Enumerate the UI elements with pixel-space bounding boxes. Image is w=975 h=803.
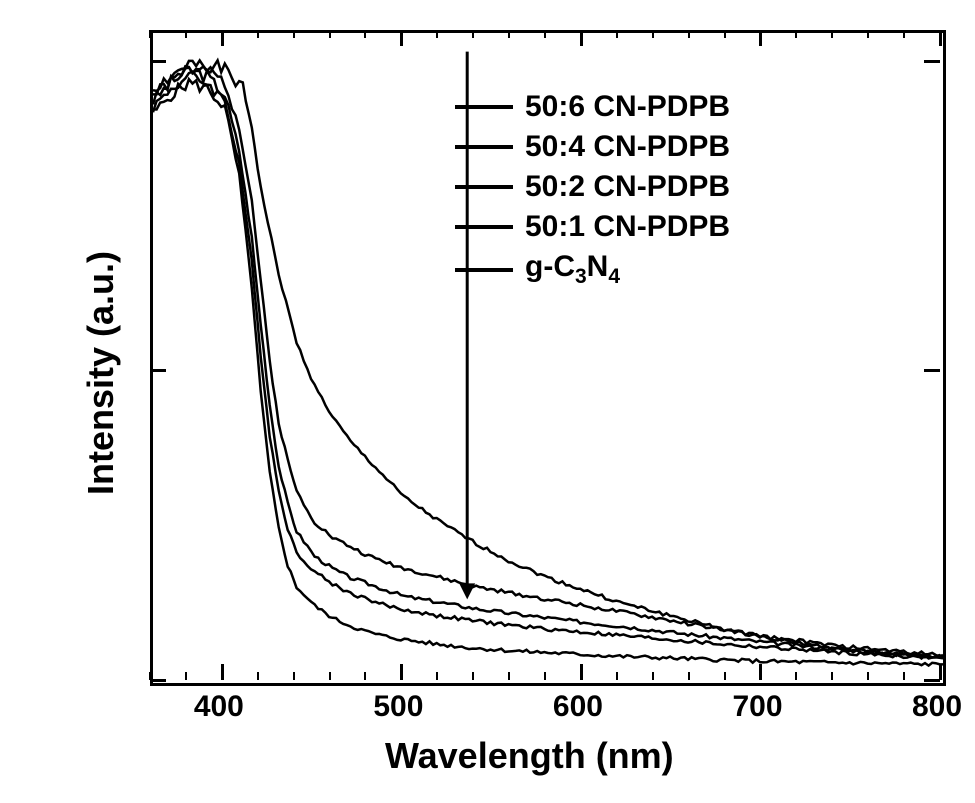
x-axis-label: Wavelength (nm) bbox=[385, 735, 674, 777]
x-tick-major bbox=[400, 664, 403, 680]
legend-label: 50:6 CN-PDPB bbox=[525, 90, 730, 124]
x-tick-minor bbox=[436, 30, 438, 38]
x-tick-minor bbox=[903, 672, 905, 680]
x-tick-label: 800 bbox=[912, 690, 962, 724]
y-tick-major bbox=[924, 679, 940, 682]
x-tick-minor bbox=[616, 30, 618, 38]
legend-label: 50:4 CN-PDPB bbox=[525, 130, 730, 164]
y-tick-major bbox=[150, 369, 166, 372]
x-tick-minor bbox=[544, 672, 546, 680]
x-tick-minor bbox=[795, 672, 797, 680]
x-tick-label: 700 bbox=[732, 690, 782, 724]
x-tick-major bbox=[400, 30, 403, 46]
x-tick-major bbox=[759, 664, 762, 680]
x-tick-minor bbox=[652, 30, 654, 38]
x-tick-minor bbox=[724, 30, 726, 38]
x-tick-minor bbox=[831, 672, 833, 680]
x-tick-label: 500 bbox=[373, 690, 423, 724]
x-tick-minor bbox=[185, 30, 187, 38]
y-tick-major bbox=[924, 369, 940, 372]
x-tick-major bbox=[221, 30, 224, 46]
legend-entry: 50:6 CN-PDPB bbox=[455, 90, 730, 124]
x-tick-major bbox=[580, 664, 583, 680]
y-tick-major bbox=[150, 679, 166, 682]
spectra-figure: Intensity (a.u.) Wavelength (nm) 400 500 6… bbox=[0, 0, 975, 803]
x-tick-minor bbox=[257, 672, 259, 680]
x-tick-minor bbox=[257, 30, 259, 38]
x-tick-minor bbox=[293, 672, 295, 680]
x-tick-minor bbox=[616, 672, 618, 680]
x-tick-minor bbox=[436, 672, 438, 680]
y-tick-major bbox=[924, 60, 940, 63]
x-tick-minor bbox=[867, 30, 869, 38]
legend-label: 50:2 CN-PDPB bbox=[525, 170, 730, 204]
legend-swatch bbox=[455, 185, 513, 189]
y-tick-major bbox=[150, 60, 166, 63]
x-tick-major bbox=[759, 30, 762, 46]
legend-label: 50:1 CN-PDPB bbox=[525, 210, 730, 244]
x-tick-major bbox=[939, 30, 942, 46]
x-tick-minor bbox=[508, 672, 510, 680]
x-tick-major bbox=[939, 664, 942, 680]
x-tick-minor bbox=[364, 672, 366, 680]
x-tick-minor bbox=[652, 672, 654, 680]
x-tick-minor bbox=[903, 30, 905, 38]
x-tick-minor bbox=[185, 672, 187, 680]
indicator-arrow-head bbox=[459, 583, 475, 599]
legend-entry: 50:1 CN-PDPB bbox=[455, 210, 730, 244]
x-tick-minor bbox=[867, 672, 869, 680]
legend: 50:6 CN-PDPB 50:4 CN-PDPB 50:2 CN-PDPB 50:1… bbox=[455, 90, 730, 295]
x-tick-minor bbox=[293, 30, 295, 38]
x-tick-minor bbox=[472, 30, 474, 38]
x-tick-minor bbox=[544, 30, 546, 38]
x-tick-label: 600 bbox=[553, 690, 603, 724]
legend-entry: 50:2 CN-PDPB bbox=[455, 170, 730, 204]
legend-swatch bbox=[455, 268, 513, 272]
x-tick-minor bbox=[149, 30, 151, 38]
x-tick-minor bbox=[831, 30, 833, 38]
legend-swatch bbox=[455, 105, 513, 109]
x-tick-minor bbox=[364, 30, 366, 38]
x-tick-minor bbox=[329, 672, 331, 680]
legend-label: g-C3N4 bbox=[525, 250, 620, 289]
x-tick-minor bbox=[724, 672, 726, 680]
legend-entry: 50:4 CN-PDPB bbox=[455, 130, 730, 164]
x-tick-minor bbox=[472, 672, 474, 680]
x-tick-major bbox=[221, 664, 224, 680]
x-tick-minor bbox=[508, 30, 510, 38]
legend-swatch bbox=[455, 225, 513, 229]
x-tick-minor bbox=[795, 30, 797, 38]
legend-entry: g-C3N4 bbox=[455, 250, 730, 289]
x-tick-minor bbox=[688, 672, 690, 680]
x-tick-major bbox=[580, 30, 583, 46]
x-tick-label: 400 bbox=[194, 690, 244, 724]
x-tick-minor bbox=[688, 30, 690, 38]
x-tick-minor bbox=[329, 30, 331, 38]
y-axis-label: Intensity (a.u.) bbox=[80, 251, 122, 495]
legend-swatch bbox=[455, 145, 513, 149]
